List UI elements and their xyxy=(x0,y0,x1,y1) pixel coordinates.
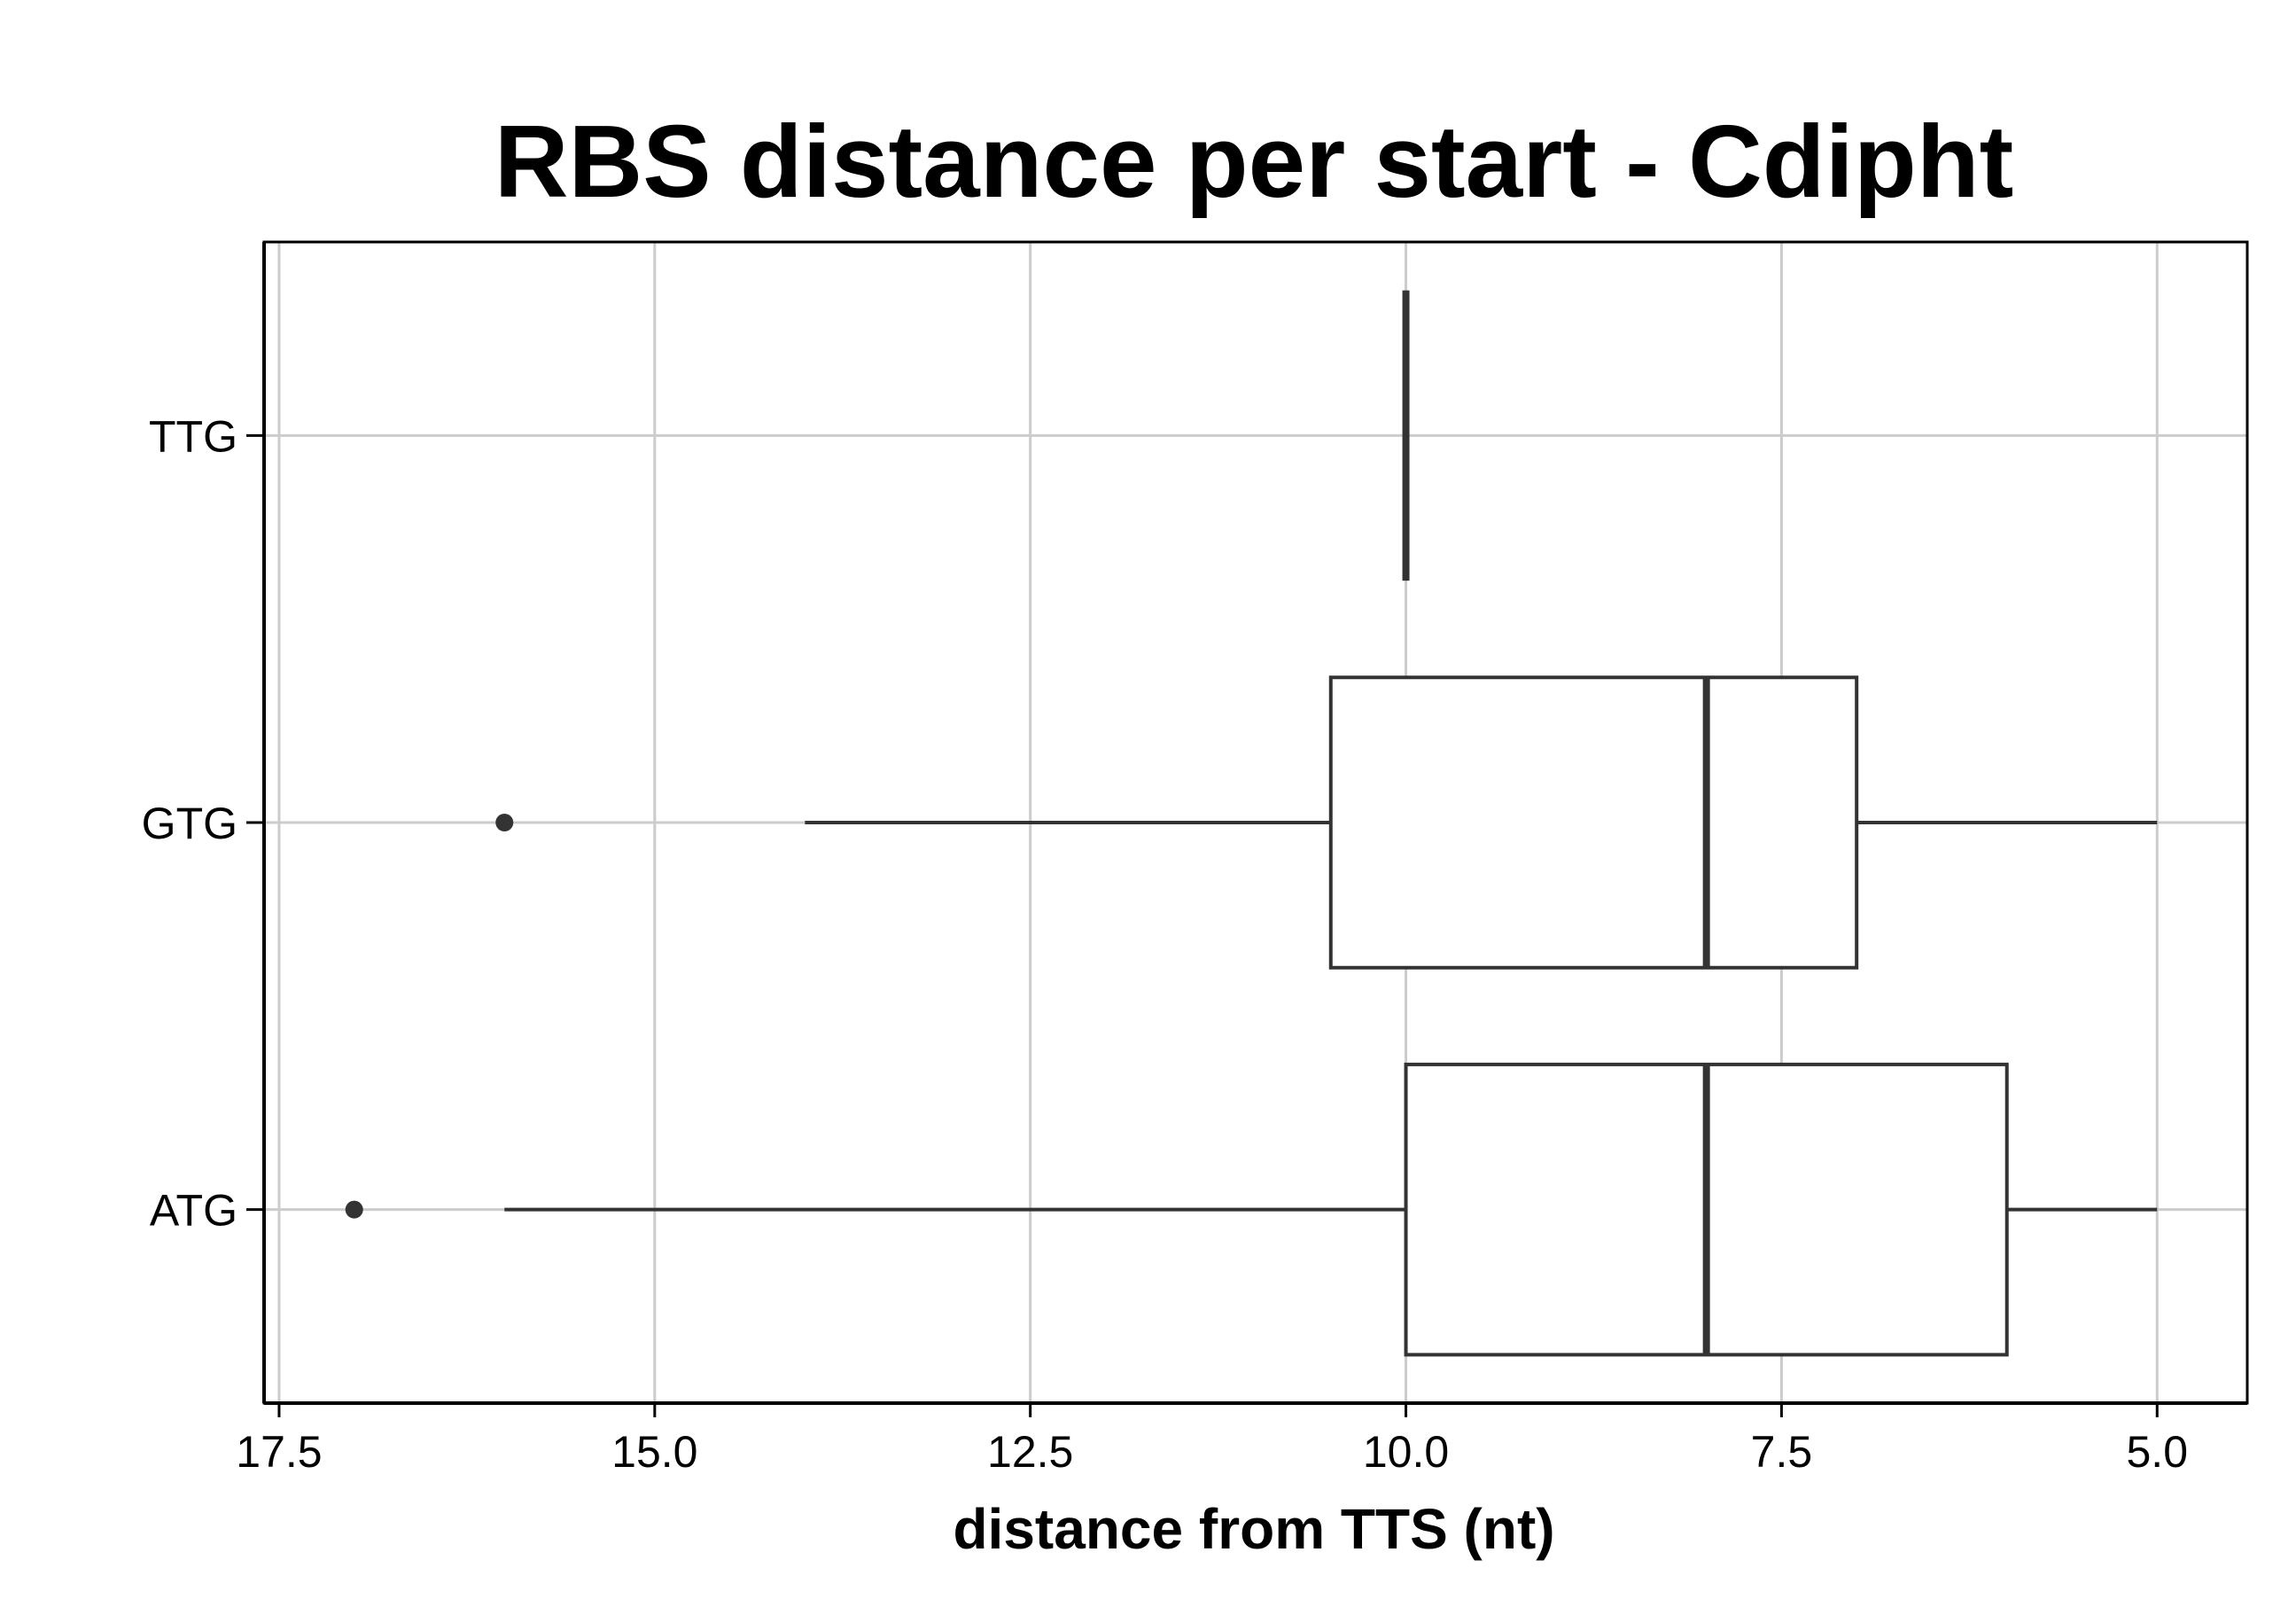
outlier-point xyxy=(495,814,514,831)
y-tick-label: GTG xyxy=(142,799,237,848)
y-tick-label: TTG xyxy=(149,411,237,461)
box-group-gtg xyxy=(495,675,2158,970)
chart-title: RBS distance per start - Cdipht xyxy=(494,104,2013,219)
x-tick-label: 12.5 xyxy=(987,1427,1073,1477)
x-tick-label: 15.0 xyxy=(611,1427,697,1477)
x-tick-label: 10.0 xyxy=(1363,1427,1449,1477)
box-group-atg xyxy=(345,1062,2158,1357)
x-axis-title: distance from TTS (nt) xyxy=(953,1497,1554,1561)
box xyxy=(1328,675,1859,970)
x-tick-label: 5.0 xyxy=(2127,1427,2189,1477)
axes: 17.5 15.0 12.5 10.0 7.5 5.0 TTG GTG ATG xyxy=(142,240,2249,1477)
boxes xyxy=(345,290,2158,1357)
y-tick-label: ATG xyxy=(150,1186,237,1236)
outlier-point xyxy=(345,1200,363,1219)
x-tick-label: 7.5 xyxy=(1751,1427,1813,1477)
x-tick-label: 17.5 xyxy=(236,1427,322,1477)
